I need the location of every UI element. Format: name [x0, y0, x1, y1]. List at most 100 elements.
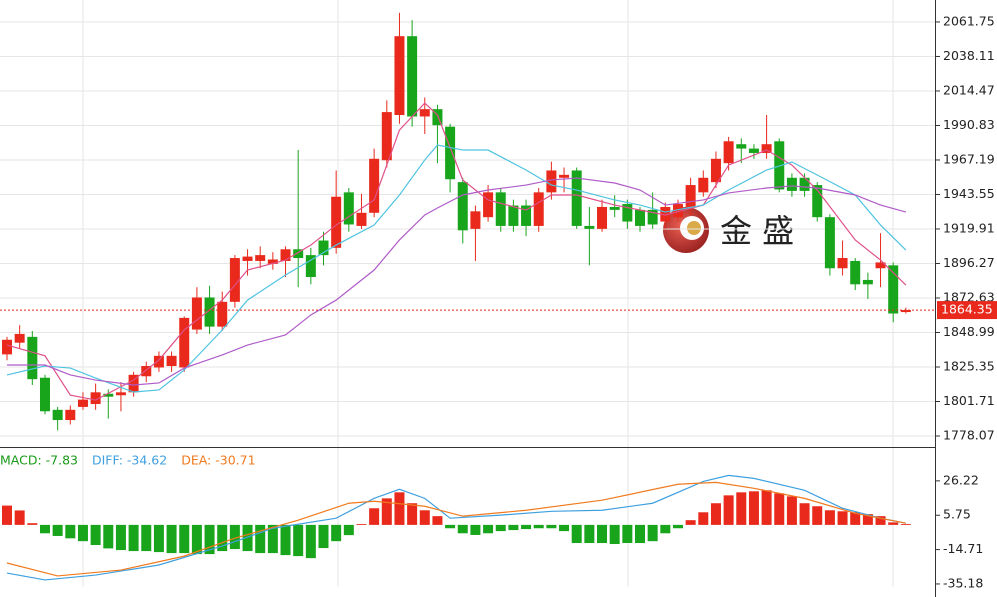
candle-body	[381, 112, 392, 161]
macd-bar	[369, 508, 380, 525]
macd-bar	[445, 524, 456, 529]
candle-body	[27, 336, 38, 380]
candle-body	[635, 209, 645, 226]
candle-body	[445, 126, 456, 180]
current-price-box	[937, 301, 997, 320]
candle-body	[597, 206, 608, 229]
legend-entry: DIFF: -34.62	[92, 453, 167, 468]
candle-body	[736, 144, 747, 149]
candle-body	[267, 259, 278, 264]
y-tick-label: 1943.55	[943, 186, 995, 201]
candle-body	[343, 192, 354, 225]
macd-bar	[191, 524, 202, 555]
y-tick-label: 1825.35	[943, 358, 995, 373]
macd-bar	[39, 524, 50, 534]
macd-bar	[799, 503, 810, 525]
macd-bar	[356, 524, 367, 525]
macd-bar	[597, 524, 608, 544]
candle-body	[217, 301, 228, 327]
macd-bar	[394, 492, 405, 525]
candle-body	[39, 377, 50, 412]
macd-bar	[103, 524, 114, 549]
candle-body	[432, 109, 443, 126]
macd-bar	[850, 512, 861, 525]
indicator-line	[6, 144, 907, 393]
macd-bar	[710, 503, 721, 525]
candle-body	[369, 158, 380, 213]
candle-body	[457, 182, 468, 231]
candle-body	[622, 204, 633, 222]
macd-bar	[888, 522, 899, 525]
logo-text: 金 盛	[720, 212, 794, 250]
macd-bar	[14, 510, 25, 525]
macd-bar	[318, 524, 329, 549]
macd-bar	[875, 516, 886, 525]
macd-bar	[660, 524, 671, 534]
macd-bar	[571, 524, 582, 544]
macd-bar	[293, 524, 304, 557]
macd-bar	[546, 524, 557, 529]
candle-body	[318, 240, 329, 256]
candle-body	[356, 212, 367, 226]
macd-bar	[824, 510, 835, 525]
y-tick-label: 5.75	[943, 507, 971, 522]
macd-bar	[786, 496, 797, 525]
macd-bar	[609, 524, 620, 545]
candle-body	[166, 355, 177, 367]
macd-bar	[179, 524, 190, 554]
candle-body	[204, 297, 215, 327]
y-tick-label: 1778.07	[943, 427, 995, 442]
current-price-label: 1864.35	[941, 302, 993, 317]
candle-body	[305, 255, 316, 278]
y-tick-label: 2061.75	[943, 13, 995, 28]
candle-body	[774, 141, 785, 190]
y-tick-label: 1896.27	[943, 255, 995, 270]
macd-bar	[622, 524, 633, 544]
candle-body	[508, 205, 519, 226]
candle-body	[128, 374, 139, 393]
candle-body	[660, 206, 671, 222]
macd-bar	[812, 506, 823, 525]
y-tick-label: 2014.47	[943, 82, 995, 97]
candle-body	[698, 177, 709, 193]
macd-bar	[862, 514, 873, 525]
macd-bar	[27, 523, 38, 525]
candle-body	[521, 205, 532, 226]
macd-bar	[736, 492, 747, 525]
legend-entry: MACD: -7.83	[0, 453, 78, 468]
candle-body	[141, 366, 152, 377]
candle-body	[571, 170, 582, 226]
macd-bar	[255, 524, 266, 554]
candle-body	[888, 265, 899, 314]
candle-body	[799, 177, 810, 191]
macd-bar	[748, 491, 759, 525]
candle-body	[533, 192, 544, 226]
macd-bar	[77, 524, 88, 542]
macd-bar	[407, 503, 418, 525]
macd-bar	[204, 524, 215, 555]
candle-body	[153, 355, 164, 368]
candle-body	[546, 170, 557, 193]
candle-body	[2, 339, 12, 355]
candle-body	[647, 209, 658, 225]
macd-bar	[381, 498, 392, 525]
macd-bar	[698, 512, 709, 525]
candle-body	[685, 185, 696, 207]
macd-bar	[115, 524, 126, 551]
candle-body	[862, 279, 873, 285]
macd-bar	[65, 524, 76, 539]
candle-body	[191, 297, 202, 330]
macd-bar	[837, 511, 848, 525]
candle-body	[229, 258, 240, 302]
macd-bar	[761, 490, 772, 525]
candle-body	[812, 185, 823, 218]
macd-bar	[229, 524, 240, 550]
indicator-line	[6, 474, 906, 581]
macd-bar	[267, 524, 278, 554]
candle-body	[115, 392, 126, 396]
candle-body	[761, 144, 772, 153]
y-tick-label: 1919.91	[943, 220, 995, 235]
candle-body	[419, 109, 430, 117]
candle-body	[723, 141, 734, 164]
